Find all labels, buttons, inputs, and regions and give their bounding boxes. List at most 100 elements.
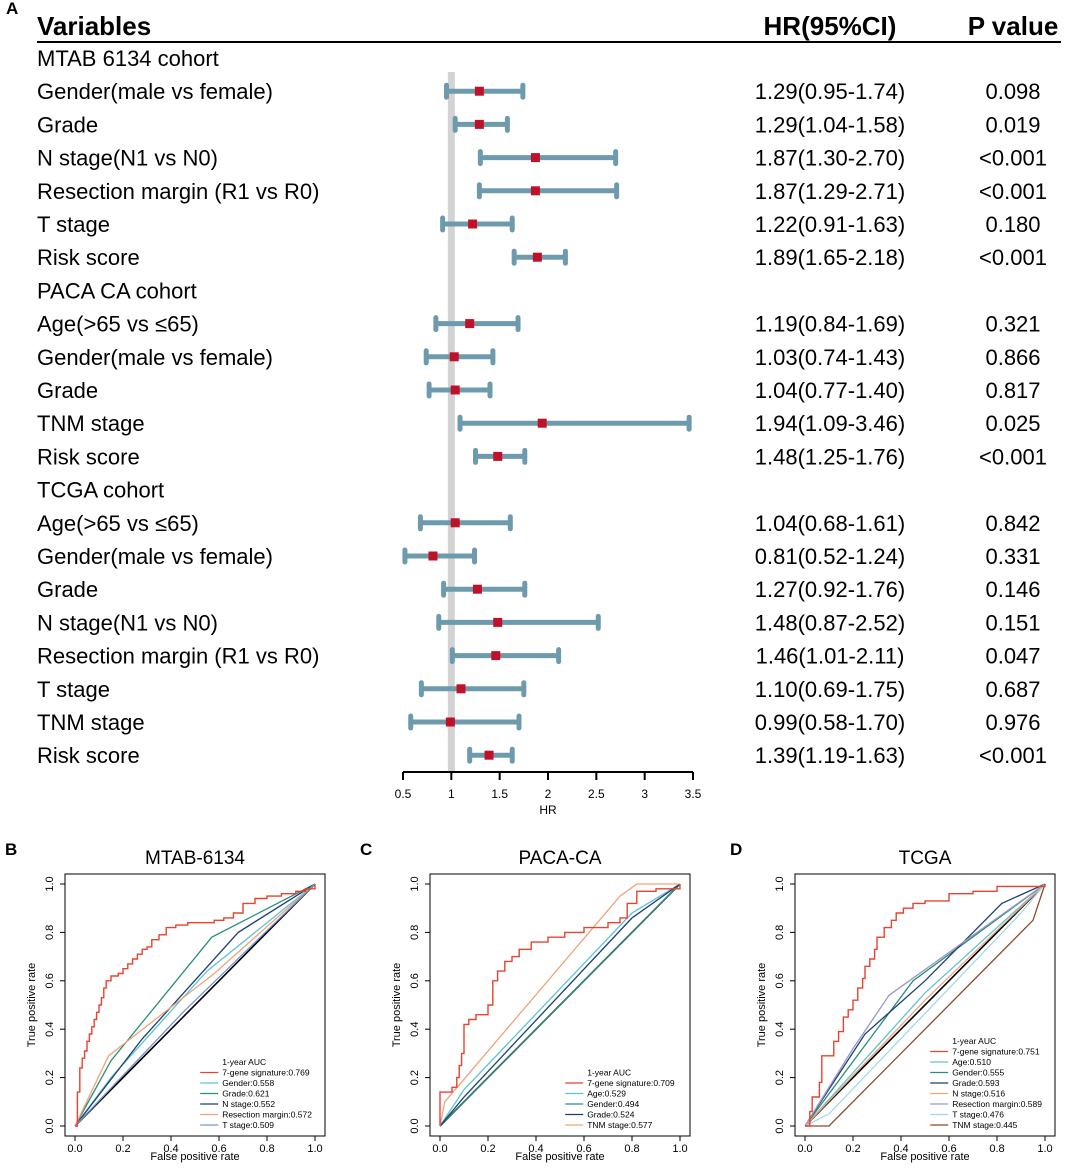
p-value: 0.817 [985, 378, 1040, 403]
p-value: 0.687 [985, 677, 1040, 702]
chance-diagonal [804, 883, 1046, 1127]
roc-curve [74, 883, 316, 1127]
legend-entry: 7-gene signature:0.769 [222, 1068, 310, 1078]
roc-curve [804, 883, 1046, 1127]
header-variables: Variables [37, 11, 151, 41]
hr-ci-value: 1.39(1.19-1.63) [755, 743, 905, 768]
y-tick-label: 1.0 [44, 876, 56, 891]
y-tick-label: 0.6 [774, 973, 786, 988]
roc-curve [75, 884, 316, 1127]
cohort-label: PACA CA cohort [37, 278, 197, 303]
x-axis-label: HR [539, 803, 557, 817]
hr-ci-value: 1.22(0.91-1.63) [755, 212, 905, 237]
variable-row: Age(>65 vs ≤65) 1.04(0.68-1.61) 0.842 [37, 511, 1041, 536]
hr-point [530, 153, 540, 163]
x-tick-label: 0.0 [797, 1143, 812, 1155]
hr-ci-value: 1.10(0.69-1.75) [755, 677, 905, 702]
hr-point [474, 119, 484, 129]
chance-diagonal [74, 883, 316, 1127]
plot-frame [794, 873, 1056, 1137]
x-axis-label: False positive rate [880, 1151, 969, 1163]
hr-point [474, 86, 484, 96]
variable-label: Grade [37, 378, 98, 403]
y-tick-label: 0.0 [774, 1118, 786, 1133]
roc-curve [439, 883, 681, 1127]
variable-label: Risk score [37, 245, 140, 270]
hr-ci-value: 1.87(1.30-2.70) [755, 146, 905, 171]
variable-label: Grade [37, 577, 98, 602]
hr-ci-value: 1.48(1.25-1.76) [755, 444, 905, 469]
variable-row: Gender(male vs female) 1.03(0.74-1.43) 0.8… [37, 345, 1041, 370]
x-axis-label: False positive rate [515, 1151, 604, 1163]
roc-curve [804, 883, 1046, 1127]
p-value: 0.842 [985, 511, 1040, 536]
legend-entry: Grade:0.593 [952, 1078, 1000, 1088]
hr-ci-value: 0.99(0.58-1.70) [755, 710, 905, 735]
variable-row: Grade 1.04(0.77-1.40) 0.817 [37, 378, 1041, 403]
panel-label: A [6, 0, 18, 18]
roc-curve [804, 883, 1046, 1127]
hr-point [450, 518, 460, 528]
variable-label: TNM stage [37, 411, 145, 436]
hr-point [491, 651, 501, 661]
legend-entry: N stage:0.552 [222, 1099, 275, 1109]
variable-label: T stage [37, 212, 110, 237]
hr-point [472, 584, 482, 594]
y-tick-label: 0.2 [409, 1070, 421, 1085]
legend-entry: N stage:0.516 [952, 1089, 1005, 1099]
x-axis: 0.5 1 1.5 2 2.5 3 3.5 [395, 771, 702, 801]
hr-point [484, 750, 494, 760]
p-value: 0.180 [985, 212, 1040, 237]
p-value: <0.001 [979, 743, 1047, 768]
roc-curve [74, 883, 316, 1127]
variable-label: N stage(N1 vs N0) [37, 610, 218, 635]
p-value: 0.331 [985, 544, 1040, 569]
header-p-value: P value [968, 11, 1059, 41]
x-tick-label: 1.0 [1037, 1143, 1052, 1155]
roc-panel-tcga: D TCGA 0.0 0.0 0.2 0.2 0.4 0.4 0.6 0.6 0.8 0.8 1.0 1.… [730, 840, 1056, 1163]
x-tick-label: 0.4 [528, 1143, 543, 1155]
y-axis-label: True positive rate [26, 963, 38, 1048]
panel-label: C [360, 840, 372, 859]
hr-point [537, 418, 547, 428]
p-value: <0.001 [979, 146, 1047, 171]
roc-curve [805, 884, 1046, 1127]
hr-point [449, 352, 459, 362]
chart-title: PACA-CA [518, 848, 601, 869]
variable-row: Age(>65 vs ≤65) 1.19(0.84-1.69) 0.321 [37, 312, 1041, 337]
y-tick-label: 0.8 [774, 925, 786, 940]
legend-title: 1-year AUC [952, 1036, 996, 1046]
hr-point [428, 551, 438, 561]
variable-row: N stage(N1 vs N0) 1.48(0.87-2.52) 0.151 [37, 610, 1041, 635]
variable-row: TNM stage 0.99(0.58-1.70) 0.976 [37, 710, 1041, 735]
legend-title: 1-year AUC [587, 1068, 631, 1078]
chart-title: MTAB-6134 [145, 848, 245, 869]
variable-label: Gender(male vs female) [37, 79, 273, 104]
p-value: 0.976 [985, 710, 1040, 735]
hr-point [445, 717, 455, 727]
variable-row: Grade 1.27(0.92-1.76) 0.146 [37, 577, 1041, 602]
p-value: 0.321 [985, 312, 1040, 337]
cohort-row: PACA CA cohort [37, 278, 197, 303]
x-tick-label: 0.6 [941, 1143, 956, 1155]
x-tick-label: 0.2 [115, 1143, 130, 1155]
variable-row: TNM stage 1.94(1.09-3.46) 0.025 [37, 411, 1041, 436]
x-tick-label: 0.6 [211, 1143, 226, 1155]
reference-line [447, 72, 455, 772]
variable-label: Age(>65 vs ≤65) [37, 511, 199, 536]
x-tick-label: 0.6 [576, 1143, 591, 1155]
x-tick-label: 2.5 [588, 787, 605, 801]
hr-ci-value: 1.19(0.84-1.69) [755, 312, 905, 337]
roc-curve [805, 883, 1046, 1127]
chart-title: TCGA [899, 848, 952, 869]
y-tick-label: 0.0 [409, 1118, 421, 1133]
legend-entry: Gender:0.558 [222, 1078, 274, 1088]
variable-label: T stage [37, 677, 110, 702]
variable-row: T stage 1.10(0.69-1.75) 0.687 [37, 677, 1041, 702]
hr-point [468, 219, 478, 229]
variable-label: N stage(N1 vs N0) [37, 146, 218, 171]
hr-ci-value: 1.29(1.04-1.58) [755, 112, 905, 137]
hr-ci-value: 1.04(0.68-1.61) [755, 511, 905, 536]
p-value: <0.001 [979, 444, 1047, 469]
x-tick-label: 3.5 [685, 787, 702, 801]
